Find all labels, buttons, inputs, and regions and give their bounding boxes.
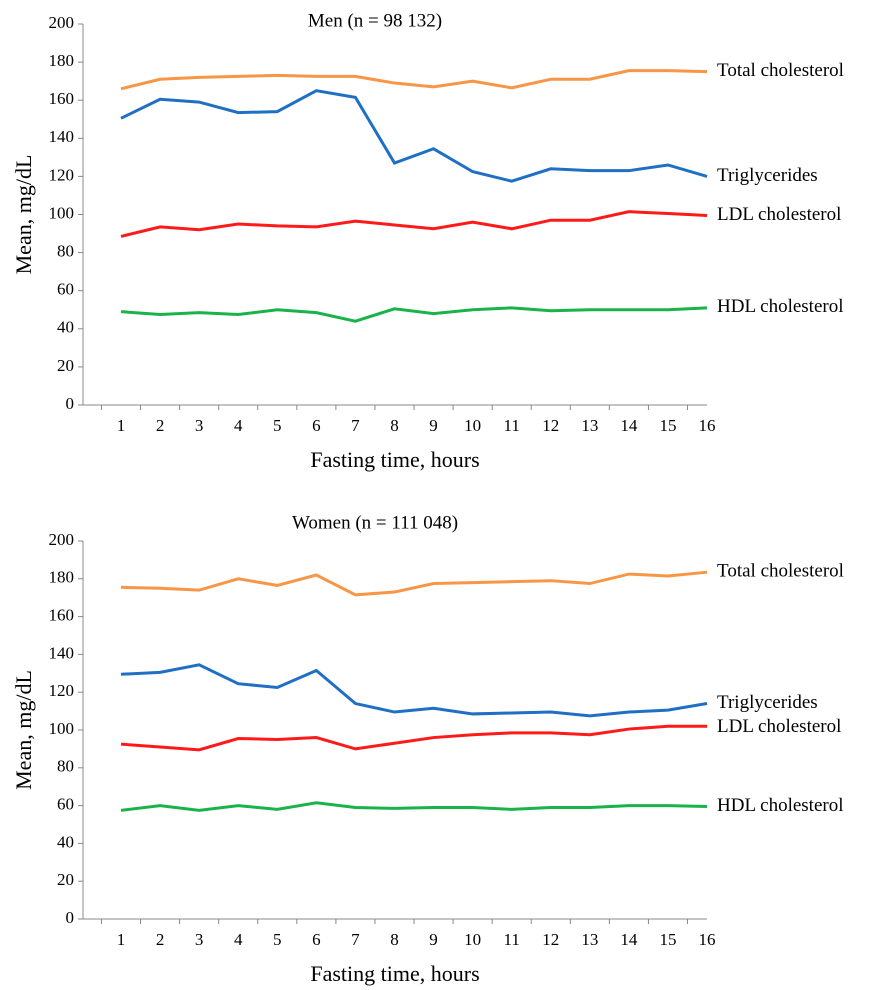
x-tick-label: 1 (117, 416, 126, 435)
y-tick-label: 200 (49, 13, 75, 32)
y-tick-label: 180 (49, 568, 75, 587)
x-tick-label: 15 (659, 930, 676, 949)
x-tick-label: 12 (542, 416, 559, 435)
x-tick-label: 11 (504, 930, 520, 949)
y-tick-label: 20 (57, 356, 74, 375)
y-tick-label: 60 (57, 795, 74, 814)
x-tick-label: 14 (620, 416, 638, 435)
x-tick-label: 13 (581, 416, 598, 435)
y-axis-title: Mean, mg/dL (11, 670, 36, 790)
x-tick-label: 16 (699, 416, 716, 435)
chart-title: Women (n = 111 048) (292, 512, 458, 533)
x-tick-label: 6 (312, 930, 321, 949)
y-tick-label: 40 (57, 318, 74, 337)
x-axis-title: Fasting time, hours (310, 447, 479, 472)
x-tick-label: 12 (542, 930, 559, 949)
x-tick-label: 16 (699, 930, 716, 949)
x-tick-label: 6 (312, 416, 321, 435)
x-tick-label: 14 (620, 930, 638, 949)
x-tick-label: 9 (429, 416, 438, 435)
y-tick-label: 0 (66, 394, 75, 413)
x-tick-label: 10 (464, 930, 481, 949)
x-tick-label: 13 (581, 930, 598, 949)
x-tick-label: 10 (464, 416, 481, 435)
y-tick-label: 80 (57, 242, 74, 261)
series-label: LDL cholesterol (717, 204, 841, 225)
y-tick-label: 20 (57, 870, 74, 889)
y-tick-label: 140 (49, 643, 75, 662)
x-tick-label: 8 (390, 416, 399, 435)
y-tick-label: 200 (49, 530, 75, 549)
x-tick-label: 3 (195, 416, 204, 435)
y-tick-label: 160 (49, 89, 75, 108)
x-tick-label: 9 (429, 930, 438, 949)
series-label: Total cholesterol (717, 60, 844, 81)
series-line (120, 306, 708, 323)
x-tick-label: 7 (351, 930, 360, 949)
x-tick-label: 2 (156, 416, 165, 435)
series-label: HDL cholesterol (717, 795, 843, 816)
series-line (120, 570, 708, 597)
y-tick-label: 40 (57, 832, 74, 851)
y-tick-label: 120 (49, 681, 75, 700)
y-tick-label: 120 (49, 165, 75, 184)
x-tick-label: 7 (351, 416, 360, 435)
y-tick-label: 100 (49, 719, 75, 738)
y-axis-title: Mean, mg/dL (11, 155, 36, 275)
y-tick-label: 140 (49, 127, 75, 146)
x-tick-label: 5 (273, 416, 282, 435)
series-line (120, 663, 708, 718)
x-tick-label: 2 (156, 930, 165, 949)
series-label: HDL cholesterol (717, 296, 843, 317)
series-line (120, 69, 708, 91)
x-tick-label: 8 (390, 930, 399, 949)
y-tick-label: 180 (49, 51, 75, 70)
x-tick-label: 15 (659, 416, 676, 435)
series-label: Total cholesterol (717, 561, 844, 582)
y-tick-label: 0 (66, 908, 75, 927)
series-label: LDL cholesterol (717, 716, 841, 737)
x-tick-label: 4 (234, 416, 243, 435)
y-tick-label: 100 (49, 203, 75, 222)
series-label: Triglycerides (717, 165, 818, 186)
y-tick-label: 80 (57, 757, 74, 776)
x-tick-label: 11 (504, 416, 520, 435)
y-tick-label: 60 (57, 280, 74, 299)
x-tick-label: 3 (195, 930, 204, 949)
y-tick-label: 160 (49, 606, 75, 625)
chart-title: Men (n = 98 132) (308, 10, 442, 31)
x-tick-label: 5 (273, 930, 282, 949)
series-line (120, 89, 708, 183)
x-tick-label: 4 (234, 930, 243, 949)
x-axis-title: Fasting time, hours (310, 961, 479, 986)
series-line (120, 724, 708, 752)
x-tick-label: 1 (117, 930, 126, 949)
series-label: Triglycerides (717, 692, 818, 713)
series-line (120, 801, 708, 812)
series-line (120, 210, 708, 238)
